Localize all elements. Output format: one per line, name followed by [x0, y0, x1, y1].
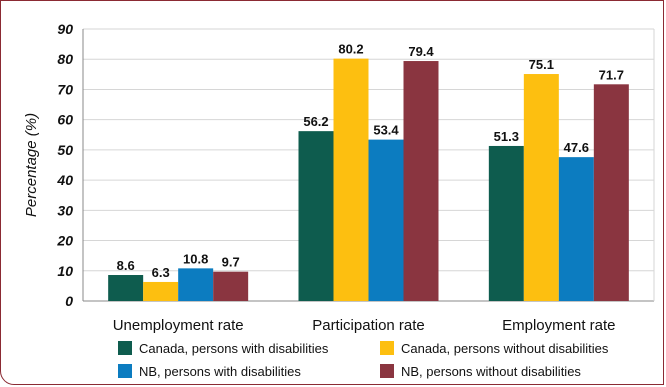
- legend-swatch: [118, 341, 132, 355]
- data-label: 71.7: [599, 67, 624, 82]
- bar: [403, 61, 439, 302]
- category-label: Unemployment rate: [113, 317, 244, 334]
- bar: [213, 271, 249, 301]
- y-tick-label: 10: [57, 263, 73, 279]
- bar: [488, 145, 524, 301]
- y-tick-label: 20: [56, 233, 73, 249]
- legend-swatch: [380, 341, 394, 355]
- data-label: 47.6: [564, 140, 589, 155]
- y-tick-label: 30: [57, 202, 73, 218]
- category-label: Employment rate: [502, 317, 615, 334]
- category-labels: Unemployment rate Participation rate Emplo…: [113, 317, 616, 334]
- bar: [523, 74, 559, 301]
- data-label: 8.6: [117, 258, 135, 273]
- legend: Canada, persons with disabilities Canada,…: [118, 341, 609, 379]
- bars: [108, 58, 629, 302]
- legend-swatch: [380, 364, 394, 378]
- y-tick-label: 40: [56, 172, 73, 188]
- legend-swatch: [118, 364, 132, 378]
- legend-label: NB, persons without disabilities: [401, 364, 581, 379]
- legend-label: NB, persons with disabilities: [139, 364, 301, 379]
- bar: [178, 268, 214, 301]
- data-label: 6.3: [152, 265, 170, 280]
- data-label: 9.7: [222, 255, 240, 270]
- bar: [108, 275, 144, 301]
- y-tick-label: 80: [57, 51, 73, 67]
- category-label: Participation rate: [312, 317, 425, 334]
- data-label: 10.8: [183, 251, 208, 266]
- bar: [333, 58, 369, 301]
- data-label: 80.2: [338, 42, 363, 57]
- data-label: 75.1: [529, 57, 554, 72]
- data-label: 79.4: [408, 44, 434, 59]
- y-axis-ticks: 0 10 20 30 40 50 60 70 80 90: [56, 21, 73, 309]
- y-tick-label: 60: [57, 112, 73, 128]
- y-tick-label: 0: [65, 293, 73, 309]
- bar: [298, 131, 334, 301]
- bar: [143, 281, 179, 301]
- data-label: 56.2: [303, 114, 328, 129]
- legend-label: Canada, persons with disabilities: [139, 341, 329, 356]
- data-label: 51.3: [494, 129, 519, 144]
- y-axis-label: Percentage (%): [23, 113, 40, 217]
- bar: [558, 157, 594, 301]
- data-label: 53.4: [373, 123, 399, 138]
- legend-label: Canada, persons without disabilities: [401, 341, 609, 356]
- bar: [368, 139, 404, 301]
- y-tick-label: 50: [57, 142, 73, 158]
- bar: [593, 84, 629, 301]
- data-labels: 8.6 6.3 10.8 9.7 56.2 80.2 53.4 79.4 51.3 75.1 47.…: [117, 42, 624, 280]
- y-tick-label: 90: [57, 21, 73, 37]
- y-tick-label: 70: [57, 81, 73, 97]
